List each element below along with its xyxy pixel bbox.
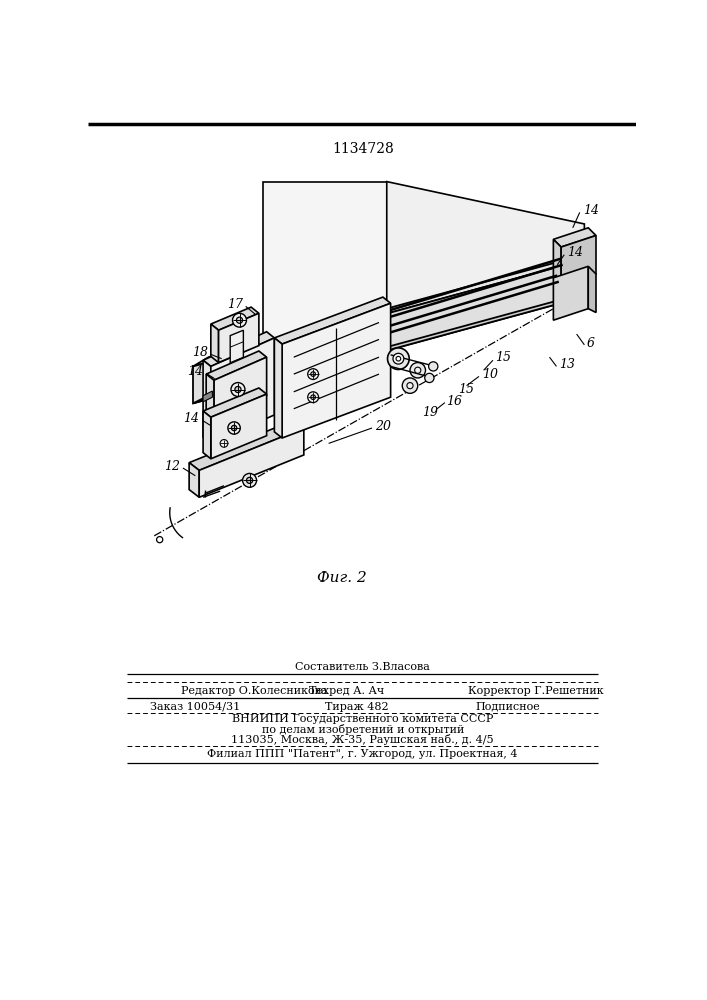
Text: Тираж 482: Тираж 482 — [325, 702, 388, 712]
Polygon shape — [193, 255, 585, 366]
Text: 113035, Москва, Ж-35, Раушская наб., д. 4/5: 113035, Москва, Ж-35, Раушская наб., д. … — [231, 734, 494, 745]
Circle shape — [228, 422, 240, 434]
Polygon shape — [211, 394, 267, 459]
Circle shape — [236, 317, 243, 323]
Polygon shape — [263, 182, 387, 351]
Circle shape — [233, 313, 247, 327]
Text: 12: 12 — [164, 460, 180, 473]
Circle shape — [393, 353, 404, 364]
Text: 10: 10 — [482, 368, 498, 381]
Circle shape — [414, 367, 421, 373]
Polygon shape — [387, 182, 585, 351]
Polygon shape — [274, 297, 391, 344]
Polygon shape — [189, 420, 304, 470]
Polygon shape — [193, 264, 569, 403]
Text: 13: 13 — [559, 358, 575, 371]
Text: 14: 14 — [567, 246, 583, 259]
Text: 16: 16 — [446, 395, 462, 408]
Text: Филиал ППП "Патент", г. Ужгород, ул. Проектная, 4: Филиал ППП "Патент", г. Ужгород, ул. Про… — [207, 749, 518, 759]
Polygon shape — [274, 338, 282, 438]
Polygon shape — [282, 303, 391, 438]
Polygon shape — [230, 330, 243, 383]
Text: Составитель З.Власова: Составитель З.Власова — [296, 662, 430, 672]
Polygon shape — [218, 313, 259, 363]
Circle shape — [243, 473, 257, 487]
Circle shape — [156, 537, 163, 543]
Circle shape — [396, 356, 401, 361]
Polygon shape — [203, 360, 211, 443]
Text: 14: 14 — [187, 365, 203, 378]
Circle shape — [235, 386, 241, 393]
Circle shape — [231, 425, 237, 431]
Polygon shape — [588, 266, 596, 312]
Circle shape — [387, 348, 409, 369]
Text: 6: 6 — [587, 337, 595, 350]
Circle shape — [311, 395, 315, 400]
Text: Корректор Г.Решетник: Корректор Г.Решетник — [468, 686, 604, 696]
Text: 15: 15 — [458, 383, 474, 396]
Polygon shape — [211, 307, 259, 330]
Polygon shape — [193, 293, 585, 403]
Text: 15: 15 — [495, 351, 511, 364]
Text: 1134728: 1134728 — [332, 142, 394, 156]
Text: 18: 18 — [192, 346, 208, 359]
Polygon shape — [206, 351, 267, 380]
Polygon shape — [206, 374, 214, 419]
Circle shape — [407, 383, 413, 389]
Polygon shape — [199, 428, 304, 497]
Text: Фиг. 2: Фиг. 2 — [317, 571, 367, 585]
Polygon shape — [214, 357, 267, 419]
Circle shape — [311, 372, 315, 376]
Text: Редактор О.Колесникова: Редактор О.Колесникова — [182, 686, 328, 696]
Text: Техред А. Ач: Техред А. Ач — [309, 686, 385, 696]
Polygon shape — [554, 228, 596, 247]
Circle shape — [231, 383, 245, 396]
Polygon shape — [554, 266, 588, 320]
Polygon shape — [561, 235, 596, 286]
Circle shape — [425, 373, 434, 383]
Polygon shape — [554, 239, 561, 286]
Text: Заказ 10054/31: Заказ 10054/31 — [151, 702, 240, 712]
Polygon shape — [189, 463, 199, 497]
Polygon shape — [211, 338, 274, 443]
Text: ВНИИПИ Государственного комитета СССР: ВНИИПИ Государственного комитета СССР — [232, 714, 493, 724]
Polygon shape — [203, 332, 274, 366]
Circle shape — [402, 378, 418, 393]
Text: 20: 20 — [375, 420, 391, 433]
Circle shape — [308, 369, 319, 379]
Text: 14: 14 — [183, 412, 199, 425]
Text: 17: 17 — [228, 298, 243, 311]
Text: 14: 14 — [583, 204, 599, 217]
Polygon shape — [203, 388, 267, 417]
Text: по делам изобретений и открытий: по делам изобретений и открытий — [262, 724, 464, 735]
Text: Подписное: Подписное — [476, 702, 541, 712]
Polygon shape — [203, 391, 212, 402]
Circle shape — [428, 362, 438, 371]
Polygon shape — [211, 324, 218, 363]
Circle shape — [247, 477, 252, 483]
Polygon shape — [203, 411, 211, 459]
Circle shape — [220, 440, 228, 447]
Circle shape — [410, 363, 426, 378]
Text: 19: 19 — [421, 406, 438, 419]
Circle shape — [308, 392, 319, 403]
